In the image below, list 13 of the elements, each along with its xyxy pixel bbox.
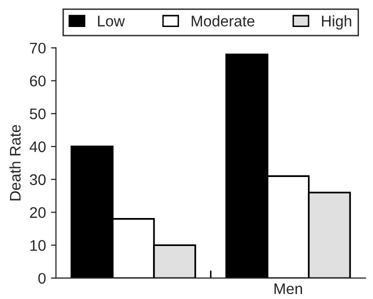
y-tick-label: 40 [30,141,46,152]
y-axis-title: Death Rate [9,124,21,200]
legend-label: Moderate [192,15,254,26]
legend-label: Low [98,16,125,26]
y-tick-label: 70 [30,42,46,54]
y-tick-label: 50 [30,108,46,120]
legend-label: High [322,15,352,30]
y-tick-label: 10 [30,240,46,251]
y-tick-label: 60 [30,76,46,86]
y-tick-label: 20 [30,207,46,218]
x-tick-label: Men [274,283,302,294]
y-tick-label: 30 [30,174,46,186]
y-tick-label: 0 [38,272,46,284]
